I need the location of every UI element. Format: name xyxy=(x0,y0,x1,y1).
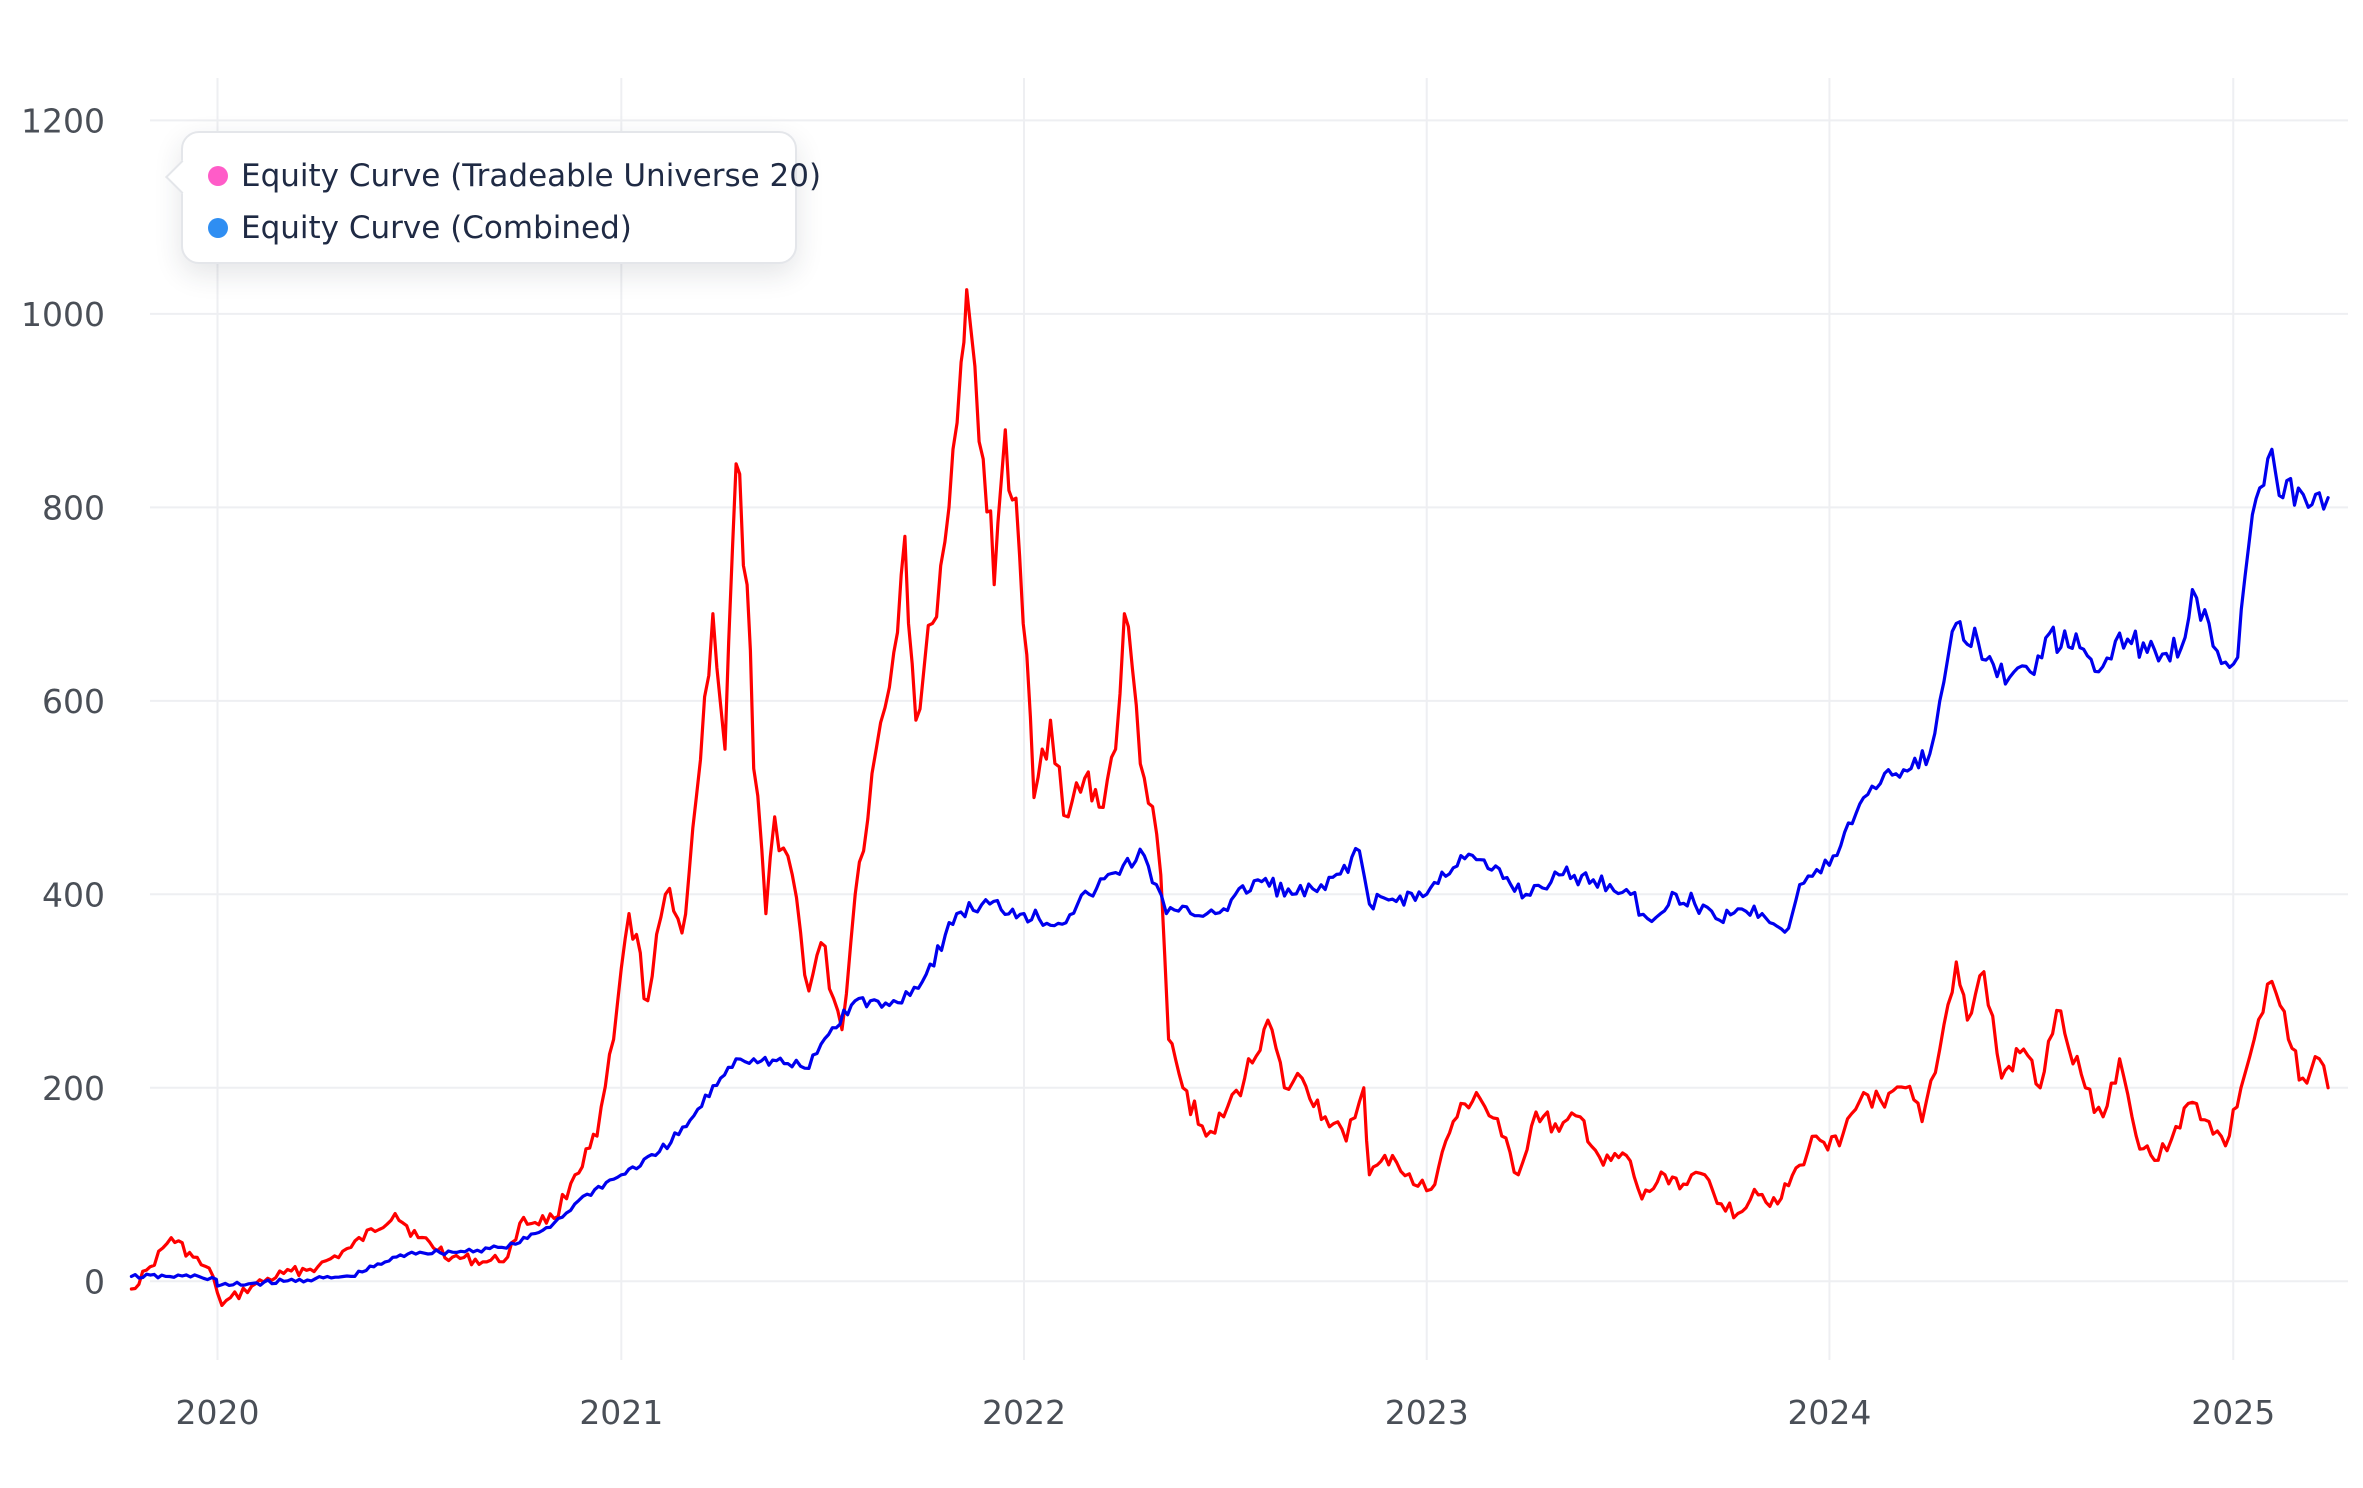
legend-tooltip: Equity Curve (Tradeable Universe 20) Equ… xyxy=(165,131,821,264)
x-tick-label: 2020 xyxy=(176,1393,260,1432)
legend-label: Equity Curve (Combined) xyxy=(241,210,632,246)
x-tick-label: 2021 xyxy=(579,1393,663,1432)
x-tick-label: 2024 xyxy=(1787,1393,1871,1432)
y-axis: 0 200 400 600 800 1000 1200 xyxy=(21,101,105,1301)
x-tick-label: 2025 xyxy=(2191,1393,2275,1432)
series-line-tradeable-universe xyxy=(129,288,2330,1307)
grid-lines xyxy=(150,78,2348,1360)
legend-label: Equity Curve (Tradeable Universe 20) xyxy=(241,158,822,194)
y-tick-label: 200 xyxy=(42,1069,105,1108)
legend-item-combined[interactable]: Equity Curve (Combined) xyxy=(183,202,795,254)
legend-dot-blue xyxy=(208,218,228,238)
x-axis: 2020 2021 2022 2023 2024 2025 xyxy=(176,1393,2276,1432)
y-tick-label: 400 xyxy=(42,875,105,914)
y-tick-label: 600 xyxy=(42,682,105,721)
x-tick-label: 2023 xyxy=(1385,1393,1469,1432)
y-tick-label: 0 xyxy=(84,1262,105,1301)
series-lines xyxy=(129,288,2330,1307)
y-tick-label: 1000 xyxy=(21,295,105,334)
y-tick-label: 800 xyxy=(42,488,105,527)
series-line-combined xyxy=(129,447,2330,1288)
legend-dot-pink xyxy=(208,166,228,186)
x-tick-label: 2022 xyxy=(982,1393,1066,1432)
legend-item-tradeable-universe[interactable]: Equity Curve (Tradeable Universe 20) xyxy=(183,150,821,202)
y-tick-label: 1200 xyxy=(21,101,105,140)
